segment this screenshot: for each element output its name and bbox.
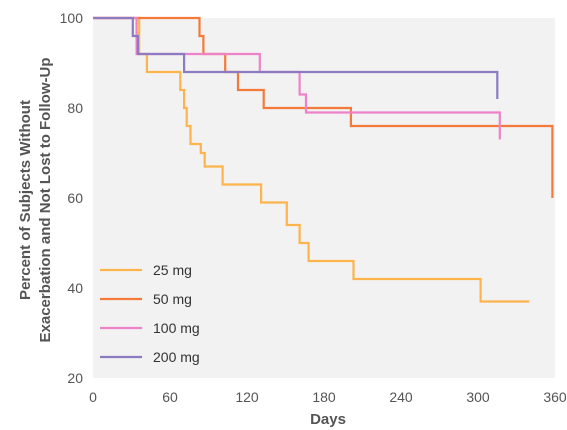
x-tick-label: 120: [235, 389, 259, 405]
y-axis-title: Percent of Subjects Without Exacerbation…: [17, 58, 54, 343]
plot-background: [93, 18, 555, 378]
legend-label: 50 mg: [153, 291, 192, 307]
series-line-4: [93, 16, 499, 99]
y-axis-title-line-1: Percent of Subjects Without: [17, 100, 34, 300]
x-tick-label: 60: [162, 389, 178, 405]
y-tick-label: 40: [67, 280, 83, 296]
legend: 25 mg 50 mg 100 mg 200 mg: [100, 262, 200, 365]
x-tick-label: 300: [466, 389, 490, 405]
axis-ticks: 0 60 120 180 240 300 360 20 40 60 80 100: [60, 10, 567, 405]
legend-label: 100 mg: [153, 320, 200, 336]
y-tick-label: 20: [67, 370, 83, 386]
legend-label: 25 mg: [153, 262, 192, 278]
x-tick-label: 360: [543, 389, 567, 405]
y-tick-label: 80: [67, 100, 83, 116]
x-tick-label: 180: [312, 389, 336, 405]
y-axis-title-line-2: Exacerbation and Not Lost to Follow-Up: [37, 58, 54, 343]
y-tick-label: 60: [67, 190, 83, 206]
x-tick-label: 240: [389, 389, 413, 405]
series-line-1: [93, 16, 530, 303]
y-tick-label: 100: [60, 10, 84, 26]
x-axis-title: Days: [310, 411, 346, 428]
legend-label: 200 mg: [153, 349, 200, 365]
series-lines: [93, 16, 554, 303]
x-tick-label: 0: [89, 389, 97, 405]
